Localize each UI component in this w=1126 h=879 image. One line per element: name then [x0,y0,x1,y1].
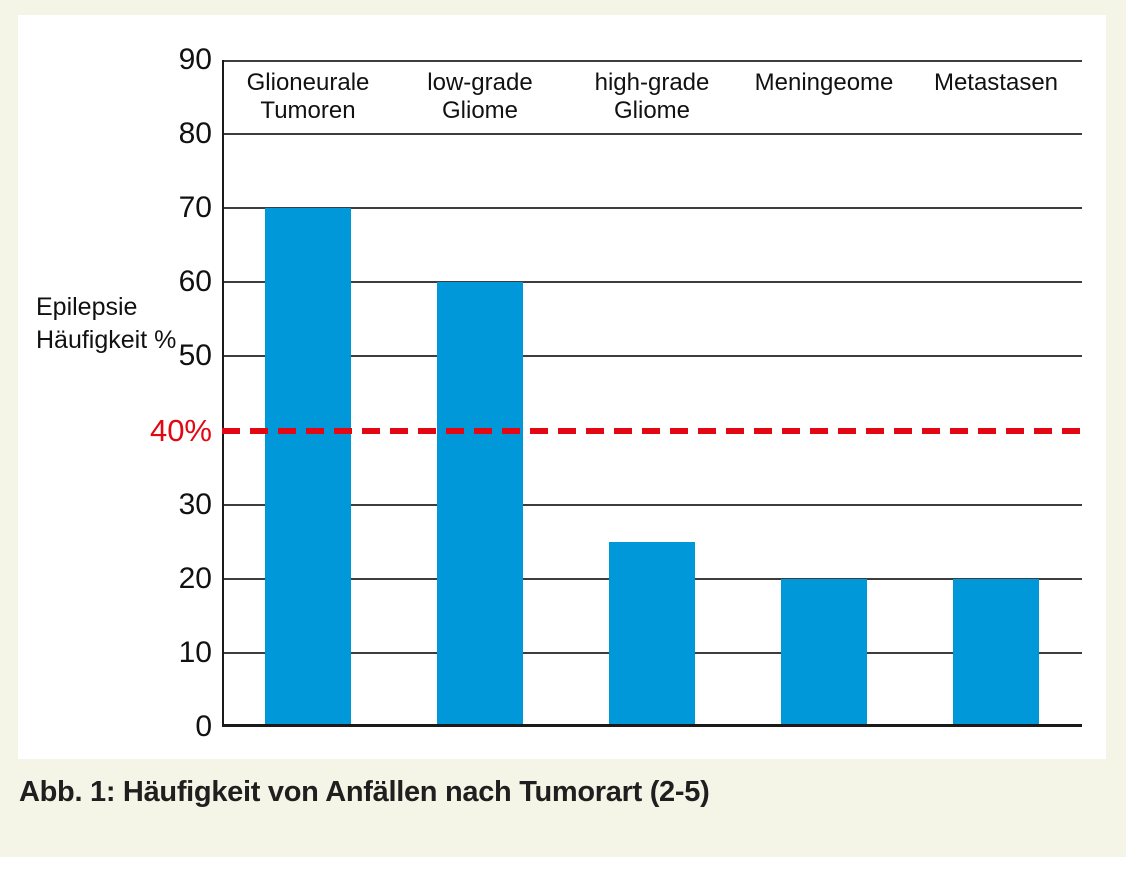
category-label: Metastasen [910,69,1082,97]
bar-meningeome [781,578,867,727]
chart-panel [18,15,1106,759]
category-label: Meningeome [738,69,910,97]
category-label-line: low-grade [427,69,533,96]
y-tick-label: 70 [178,191,212,225]
reference-line [222,427,1082,434]
y-tick-label: 30 [178,487,212,521]
category-label: Glioneurale Tumoren [222,69,394,125]
plot-area: Glioneurale Tumoren low-grade Gliome high-gr… [222,60,1082,727]
y-axis-title-line1: Epilepsie [36,293,138,321]
y-tick-labels: 90 80 70 60 50 40% 30 20 10 0 [60,43,212,743]
bar-low-grade-gliome [437,282,523,727]
category-label-line: Glioneurale [246,69,370,96]
gridline [222,281,1082,284]
y-tick-label: 0 [195,710,212,743]
gridline [222,207,1082,210]
y-tick-label: 80 [178,117,212,151]
gridline [222,503,1082,506]
y-tick-label: 60 [178,265,212,299]
y-tick-label: 50 [178,339,212,373]
reference-line-label: 40% [149,412,212,448]
gridline [222,60,1082,62]
category-label-line: Gliome [441,97,519,124]
y-axis-title-line2: Häufigkeit % [36,326,177,354]
category-label-line: high-grade [594,69,710,96]
category-label-line: Gliome [613,97,691,124]
y-tick-label: 90 [178,43,212,76]
page-bottom-strip [0,857,1126,879]
y-axis-title: Epilepsie Häufigkeit % [36,291,176,357]
gridline [222,355,1082,358]
x-axis-line [222,724,1082,727]
bar-high-grade-gliome [609,541,695,727]
category-label: high-grade Gliome [566,69,738,125]
category-label-line: Meningeome [754,69,894,96]
bar-metastasen [953,578,1039,727]
y-tick-label: 20 [178,561,212,595]
category-label: low-grade Gliome [394,69,566,125]
y-tick-label: 10 [178,635,212,669]
category-label-line: Metastasen [933,69,1059,96]
figure-caption: Abb. 1: Häufigkeit von Anfällen nach Tum… [19,776,710,808]
category-label-line: Tumoren [260,97,356,124]
y-axis-line [222,60,224,727]
bar-glioneurale-tumoren [265,208,351,727]
gridline [222,133,1082,136]
